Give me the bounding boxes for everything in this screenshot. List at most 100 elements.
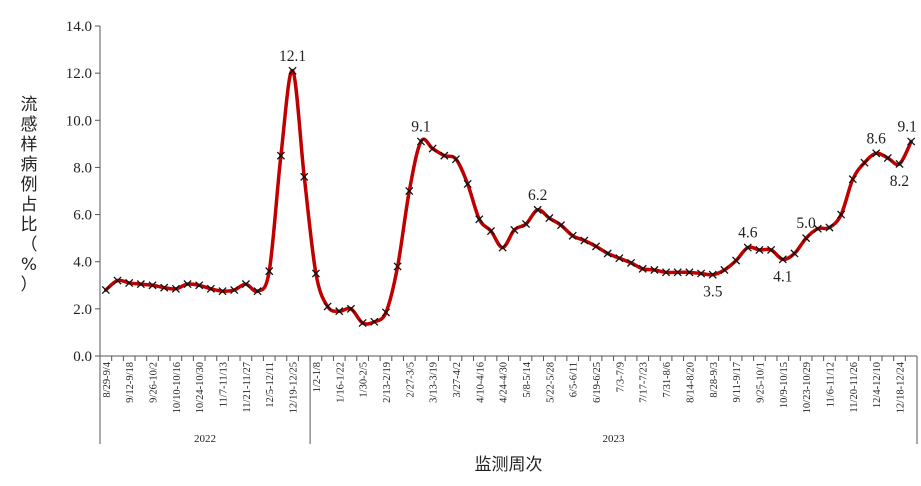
x-tick-label: 9/11-9/17 [732, 362, 743, 402]
data-point [638, 264, 647, 273]
x-tick-label: 1/2-1/8 [312, 362, 323, 392]
x-tick-label: 1/16-1/22 [335, 362, 346, 403]
y-axis-title-char: （ [20, 235, 38, 255]
y-axis-title-char: 样 [20, 135, 38, 155]
x-tick-label: 4/24-4/30 [499, 362, 510, 403]
data-point [183, 280, 192, 289]
data-point-stroke [626, 258, 636, 267]
x-tick-label: 5/8-5/14 [522, 361, 533, 397]
data-point [615, 254, 624, 263]
data-point [732, 256, 741, 265]
data-label: 12.1 [279, 48, 306, 65]
data-point-stroke [556, 221, 566, 230]
data-point-stroke [206, 284, 215, 293]
data-point [521, 219, 531, 229]
data-point-stroke [907, 137, 916, 146]
x-tick-label: 2/27-3/5 [405, 362, 416, 398]
data-point-stroke [650, 265, 659, 275]
data-point [265, 267, 274, 276]
data-point [463, 179, 472, 188]
data-point [708, 270, 717, 279]
data-point [113, 276, 122, 285]
y-axis-title-char: 感 [20, 115, 38, 135]
y-axis-title-char: 比 [20, 215, 38, 235]
data-label: 8.6 [866, 130, 886, 147]
y-tick-label: 0.0 [73, 349, 92, 365]
x-tick-label: 10/24-10/30 [195, 362, 206, 413]
data-point-stroke [171, 284, 180, 293]
data-point [346, 304, 355, 313]
data-point-stroke [125, 278, 134, 287]
plot-frame [99, 26, 917, 357]
data-labels: 12.1 9.1 6.2 3.5 4.6 4.1 5.0 8.6 8.2 9.1 [279, 48, 917, 301]
year-label: 2023 [603, 433, 626, 445]
data-point [533, 205, 542, 214]
data-point [907, 137, 916, 146]
data-point-stroke [241, 280, 250, 289]
x-tick-label: 10/10-10/16 [172, 362, 183, 413]
data-point-stroke [813, 224, 822, 233]
x-tick-label: 11/20-11/26 [849, 362, 860, 413]
data-point-stroke [486, 227, 496, 236]
data-point-stroke [837, 210, 846, 219]
data-point [393, 262, 402, 271]
data-point-stroke [767, 245, 776, 254]
data-point-stroke [381, 308, 391, 317]
data-point-stroke [743, 243, 752, 252]
x-tick-label: 6/5-6/11 [569, 362, 580, 397]
data-point-stroke [358, 318, 367, 328]
data-point-stroke [533, 205, 542, 214]
x-axis-title: 监测周次 [475, 455, 543, 475]
data-point [860, 158, 869, 167]
x-tick-label: 5/22-5/28 [545, 362, 556, 403]
data-point-stroke [568, 231, 577, 240]
data-point [276, 151, 285, 160]
data-point-stroke [521, 219, 531, 229]
year-label: 2022 [194, 433, 216, 445]
data-point [697, 269, 706, 278]
data-point [802, 234, 811, 243]
data-point [486, 227, 496, 236]
data-point-stroke [778, 255, 787, 264]
data-point-stroke [195, 281, 204, 290]
y-tick-label: 14.0 [66, 19, 92, 35]
data-point [195, 281, 204, 290]
x-tick-label: 12/5-12/11 [265, 362, 276, 408]
data-point-stroke [510, 225, 519, 234]
data-label: 6.2 [528, 187, 547, 204]
data-label: 5.0 [796, 215, 816, 232]
data-point [125, 278, 134, 287]
data-point [755, 245, 764, 254]
data-point [662, 268, 671, 277]
series-markers [101, 66, 916, 328]
data-point-stroke [802, 234, 811, 243]
data-point-stroke [498, 243, 507, 252]
data-point-stroke [638, 264, 647, 273]
data-point-stroke [346, 304, 355, 313]
data-point [171, 284, 180, 293]
data-point [335, 307, 344, 316]
x-tick-label: 1/30-2/5 [359, 362, 370, 398]
x-tick-label: 9/26-10/2 [149, 362, 160, 403]
data-point-stroke [311, 269, 320, 278]
data-point [428, 144, 437, 153]
data-point [206, 284, 215, 293]
data-point [848, 175, 857, 184]
data-point-stroke [591, 242, 601, 251]
series-path [104, 69, 913, 326]
y-tick-label: 4.0 [73, 255, 92, 271]
data-point [603, 249, 612, 258]
data-label: 9.1 [897, 119, 916, 136]
data-point [883, 153, 892, 163]
x-tick-label: 10/9-10/15 [779, 362, 790, 408]
data-point [685, 268, 694, 277]
data-point-stroke [615, 254, 624, 263]
data-point-stroke [276, 151, 285, 160]
x-tick-label: 8/14-8/20 [685, 362, 696, 403]
data-point-stroke [872, 149, 881, 158]
data-point-stroke [323, 302, 332, 311]
y-axis-title-char: 流 [20, 95, 38, 115]
data-point-stroke [673, 268, 682, 277]
data-point [790, 249, 799, 258]
